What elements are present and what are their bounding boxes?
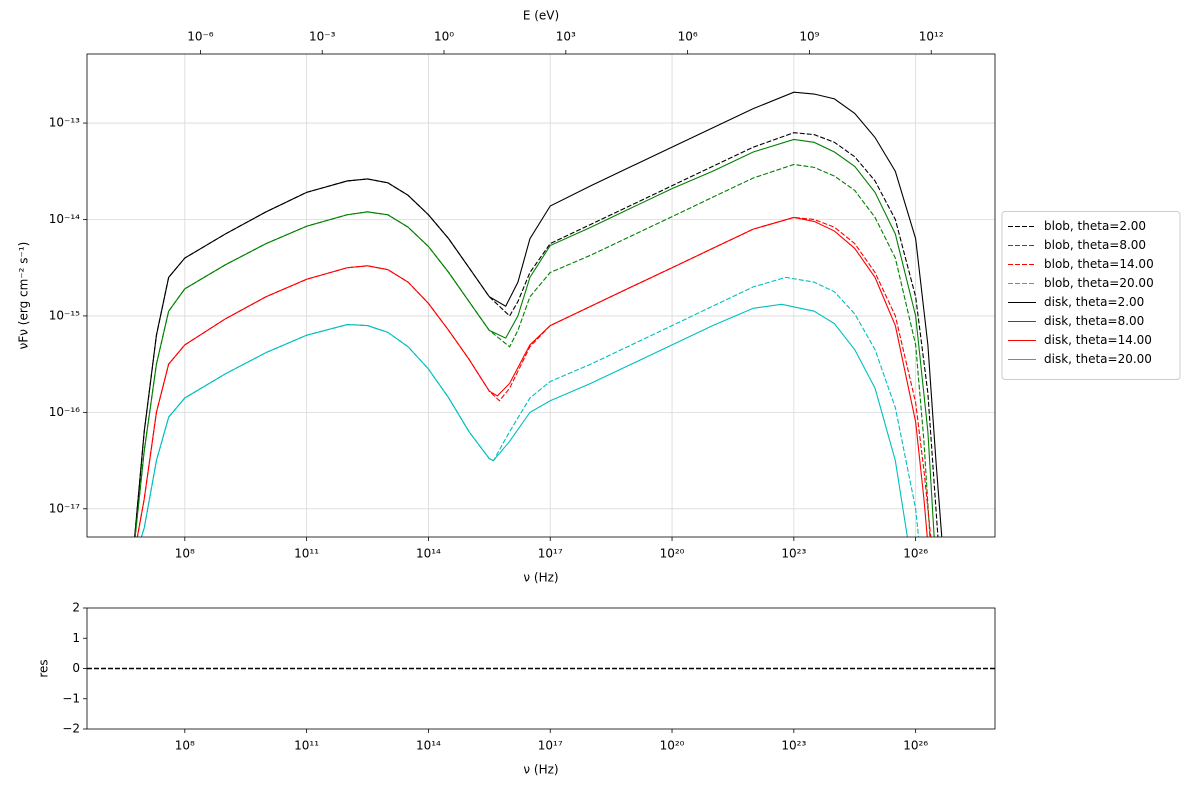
x2-tick-label: 10¹² — [919, 30, 944, 44]
plot-frame — [86, 53, 996, 538]
legend-label: blob, theta=8.00 — [1044, 238, 1146, 252]
x2-tick-label: 10⁻³ — [309, 30, 336, 44]
series-line — [140, 276, 920, 537]
series-line — [140, 303, 908, 537]
legend-label: disk, theta=14.00 — [1044, 333, 1152, 347]
plot-frame — [86, 607, 996, 730]
x-tick-label: 10²⁰ — [660, 739, 685, 753]
x-tick-label: 10⁸ — [175, 547, 195, 561]
series-line — [136, 216, 932, 537]
x-tick-label: 10²³ — [781, 739, 806, 753]
y-tick-label: −2 — [62, 722, 80, 736]
x-tick-label: 10²³ — [781, 547, 806, 561]
y-tick-label: −1 — [62, 691, 80, 705]
legend-label: blob, theta=2.00 — [1044, 219, 1146, 233]
y-tick-label: 10⁻¹⁶ — [49, 405, 80, 419]
x-tick-label: 10¹⁴ — [416, 547, 441, 561]
series-line — [136, 216, 928, 537]
x2-tick-label: 10³ — [556, 30, 576, 44]
legend-label: blob, theta=14.00 — [1044, 257, 1154, 271]
y-tick-label: 2 — [72, 601, 80, 615]
x2-tick-label: 10⁰ — [434, 30, 454, 44]
x-tick-label: 10¹⁷ — [538, 739, 563, 753]
x-tick-label: 10¹¹ — [294, 739, 319, 753]
x2-tick-label: 10⁹ — [799, 30, 819, 44]
y-tick-label: 10⁻¹³ — [49, 116, 80, 130]
y-tick-label: 10⁻¹⁴ — [49, 212, 80, 226]
x-tick-label: 10¹⁷ — [538, 547, 563, 561]
x-axis-label: ν (Hz) — [523, 571, 558, 585]
y-tick-label: 10⁻¹⁷ — [49, 501, 80, 515]
series-line — [134, 138, 935, 537]
legend-label: blob, theta=20.00 — [1044, 276, 1154, 290]
x-tick-label: 10²⁰ — [660, 547, 685, 561]
y-tick-label: 1 — [72, 631, 80, 645]
x2-tick-label: 10⁶ — [678, 30, 698, 44]
x-axis-label: ν (Hz) — [523, 763, 558, 777]
x2-axis-label: E (eV) — [523, 9, 559, 23]
x-tick-label: 10⁸ — [175, 739, 195, 753]
plot-lines — [134, 91, 943, 537]
y-tick-label: 0 — [72, 661, 80, 675]
legend-label: disk, theta=8.00 — [1044, 314, 1144, 328]
y-axis-label: res — [37, 659, 51, 677]
legend-label: disk, theta=2.00 — [1044, 295, 1144, 309]
x-tick-label: 10²⁶ — [903, 547, 928, 561]
series-line — [134, 132, 939, 537]
series-line — [134, 91, 943, 537]
legend-box — [1001, 211, 1181, 380]
series-line — [134, 163, 931, 537]
x-tick-label: 10¹⁴ — [416, 739, 441, 753]
x-tick-label: 10²⁶ — [903, 739, 928, 753]
x-tick-label: 10¹¹ — [294, 547, 319, 561]
y-axis-label: νFν (erg cm⁻² s⁻¹) — [17, 242, 31, 350]
legend-label: disk, theta=20.00 — [1044, 352, 1152, 366]
x2-tick-label: 10⁻⁶ — [187, 30, 214, 44]
y-tick-label: 10⁻¹⁵ — [49, 308, 80, 322]
